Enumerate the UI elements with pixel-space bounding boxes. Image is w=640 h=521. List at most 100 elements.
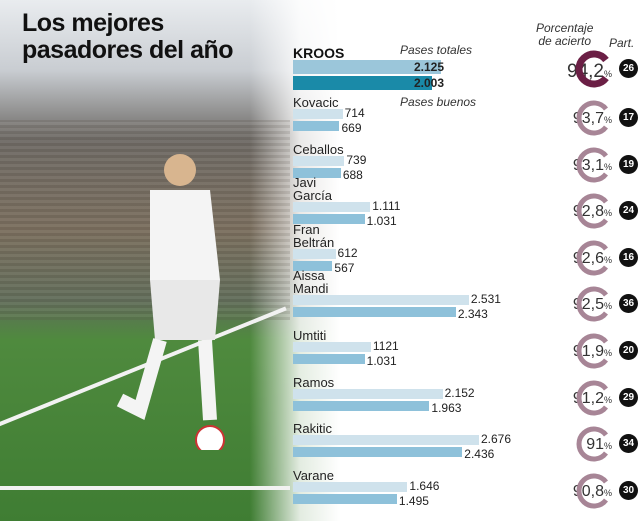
accuracy-unit: % xyxy=(603,254,612,265)
player-name: Javi García xyxy=(293,175,333,204)
player-name: KROOS xyxy=(293,45,345,61)
value-total: 612 xyxy=(337,245,358,260)
accuracy-unit: % xyxy=(603,115,612,125)
player-name: Fran Beltrán xyxy=(293,221,335,250)
accuracy-value: 91% xyxy=(546,436,612,454)
value-good: 1.031 xyxy=(366,214,397,229)
accuracy-unit: % xyxy=(603,348,612,358)
accuracy-ring-icon xyxy=(576,240,608,276)
accuracy-header: Porcentaje de acierto xyxy=(536,22,593,48)
bar-good xyxy=(293,214,365,225)
bar-total xyxy=(293,155,345,166)
accuracy-ring-icon xyxy=(576,380,608,416)
value-good: 688 xyxy=(342,167,363,182)
player-row: Ramos 2.152 1.963 91,2% 29 xyxy=(293,373,640,419)
player-name: Varane xyxy=(293,467,334,483)
player-row: Fran Beltrán 612 567 92,6% 16 xyxy=(293,223,640,279)
legend-good: Pases buenos xyxy=(400,95,477,109)
player-row: Aissa Mandi 2.531 2.343 92,5% 36 xyxy=(293,269,640,325)
matches-badge: 20 xyxy=(619,341,638,360)
accuracy-unit: % xyxy=(603,487,612,498)
value-total: 1.646 xyxy=(409,478,440,493)
accuracy-header-line1: Porcentaje xyxy=(536,21,594,35)
value-good: 2.343 xyxy=(457,307,488,322)
value-total: 2.125 xyxy=(413,60,444,74)
matches-badge: 26 xyxy=(619,59,638,78)
value-good: 1.495 xyxy=(398,493,429,508)
bar-total xyxy=(293,481,408,492)
bar-total xyxy=(293,295,469,306)
accuracy-unit: % xyxy=(603,441,612,452)
bar-good xyxy=(293,121,340,131)
matches-badge: 29 xyxy=(619,387,638,407)
matches-badge: 19 xyxy=(619,154,638,174)
matches-badge: 34 xyxy=(619,434,638,454)
accuracy-unit: % xyxy=(603,301,612,312)
matches-badge: 36 xyxy=(619,294,638,314)
matches-badge: 30 xyxy=(619,480,638,500)
bar-total xyxy=(293,342,371,352)
player-row: Javi García 1.111 1.031 92,8% 24 xyxy=(293,176,640,232)
accuracy-ring-icon xyxy=(576,100,608,136)
player-row: Kovacic 714 669 93,7% 17 xyxy=(293,93,640,139)
value-good: 2.436 xyxy=(464,447,495,462)
player-name: Kovacic xyxy=(293,95,339,110)
player-name: Ceballos xyxy=(293,141,344,157)
bar-total xyxy=(293,202,371,213)
accuracy-ring-icon xyxy=(576,286,608,322)
bar-total xyxy=(293,388,443,399)
bar-good xyxy=(293,76,433,90)
value-total: 739 xyxy=(346,152,367,167)
bar-good xyxy=(293,400,430,411)
accuracy-ring-icon xyxy=(576,333,608,369)
accuracy-ring-icon xyxy=(576,473,608,509)
bar-total xyxy=(293,248,336,259)
bar-good xyxy=(293,447,463,458)
page-title: Los mejores pasadores del año xyxy=(22,9,234,64)
value-total: 1121 xyxy=(372,339,399,353)
value-good: 567 xyxy=(334,260,355,275)
player-image xyxy=(116,154,225,450)
player-row: KROOS 2.125 2.003 94,2% 26 xyxy=(293,44,640,90)
bar-good xyxy=(293,354,365,364)
title-line-2: pasadores del año xyxy=(22,36,234,64)
value-good: 1.031 xyxy=(366,354,397,368)
value-total: 2.676 xyxy=(480,432,511,447)
accuracy-ring-icon xyxy=(575,50,609,88)
player-name: Aissa Mandi xyxy=(293,268,329,297)
bar-good xyxy=(293,493,397,504)
value-good: 669 xyxy=(341,121,362,135)
legend-total: Pases totales xyxy=(400,43,473,57)
matches-badge: 17 xyxy=(619,108,638,127)
bar-total xyxy=(293,435,479,446)
value-good: 1.963 xyxy=(431,400,462,415)
value-total: 1.111 xyxy=(372,199,401,214)
bar-good xyxy=(293,260,333,271)
player-row: Varane 1.646 1.495 90,8% 30 xyxy=(293,466,640,512)
matches-badge: 16 xyxy=(619,247,638,267)
accuracy-unit: % xyxy=(603,394,612,405)
pitch-line xyxy=(0,486,290,490)
matches-badge: 24 xyxy=(619,201,638,221)
accuracy-ring-icon xyxy=(576,147,608,183)
accuracy-unit: % xyxy=(603,69,612,79)
stadium-stands xyxy=(0,120,290,320)
player-name: Umtiti xyxy=(293,328,327,343)
accuracy-ring-icon xyxy=(576,426,608,462)
bar-total xyxy=(293,109,343,119)
player-name: Rakitic xyxy=(293,421,333,437)
bar-good xyxy=(293,167,341,178)
player-row: Umtiti 1121 1.031 91,9% 20 xyxy=(293,326,640,372)
player-row: Rakitic 2.676 2.436 91% 34 xyxy=(293,419,640,465)
accuracy-unit: % xyxy=(603,208,612,219)
accuracy-unit: % xyxy=(603,161,612,172)
matches-header: Part. xyxy=(609,36,635,50)
value-good: 2.003 xyxy=(413,76,444,90)
accuracy-number: 91 xyxy=(586,436,604,454)
value-total: 714 xyxy=(344,106,365,120)
title-line-1: Los mejores xyxy=(22,9,164,37)
bar-good xyxy=(293,307,456,318)
accuracy-ring-icon xyxy=(576,193,608,229)
player-name: Ramos xyxy=(293,374,335,390)
player-row: Ceballos 739 688 93,1% 19 xyxy=(293,140,640,186)
